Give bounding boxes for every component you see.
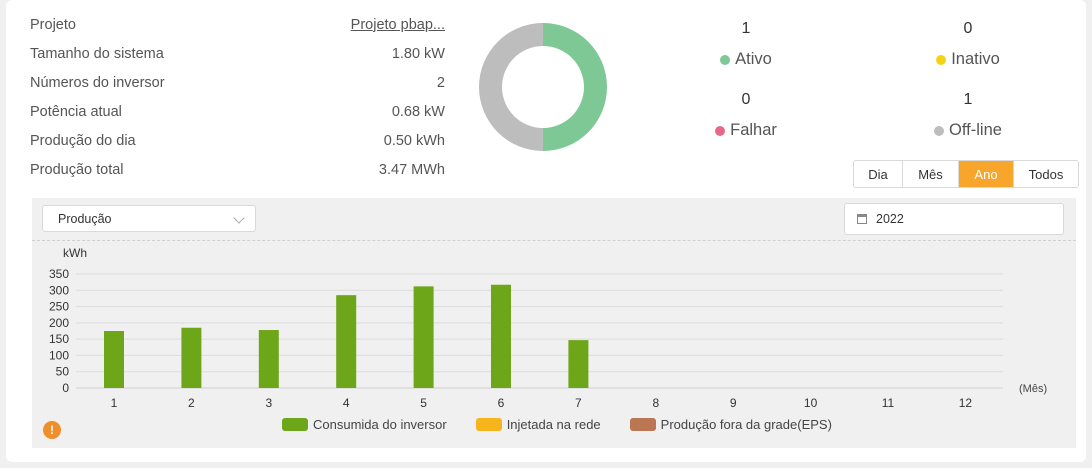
legend-item[interactable]: Injetada na rede: [475, 417, 601, 432]
bar-month-3[interactable]: [258, 330, 279, 388]
legend-label: Produção fora da grade(EPS): [660, 417, 832, 432]
stat-label: Ativo: [735, 50, 772, 68]
bar-month-5[interactable]: [413, 286, 434, 388]
bar-month-7[interactable]: [568, 340, 589, 388]
info-row-system-size: Tamanho do sistema 1.80 kW: [30, 39, 445, 68]
stat-offline: 1 Off-line: [873, 91, 1063, 140]
bar-month-2[interactable]: [181, 327, 202, 388]
legend-swatch: [282, 418, 308, 431]
x-tick-label: 1: [111, 396, 118, 410]
legend-item[interactable]: Consumida do inversor: [282, 417, 447, 432]
legend-swatch: [475, 418, 502, 431]
x-tick-label: 4: [343, 396, 350, 410]
inverter-status-donut: [478, 23, 607, 151]
stat-label-wrap: Falhar: [651, 121, 841, 140]
stat-label-wrap: Ativo: [651, 50, 841, 69]
period-selector: Dia Mês Ano Todos: [853, 160, 1079, 188]
stat-label-wrap: Off-line: [873, 121, 1063, 140]
legend-label: Injetada na rede: [506, 417, 601, 432]
x-tick-label: 8: [652, 396, 659, 410]
legend-swatch: [629, 418, 656, 431]
chart-panel: Produção 2022 kWh (Mês) 0 50 100 150 200 250 3…: [32, 198, 1076, 448]
tab-year[interactable]: Ano: [959, 161, 1014, 187]
info-value: 2: [436, 74, 445, 91]
info-row-daily-production: Produção do dia 0.50 kWh: [30, 126, 445, 155]
divider: [32, 240, 1076, 241]
y-tick-label: 350: [49, 267, 69, 281]
calendar-icon: [857, 214, 867, 224]
chart-legend: Consumida do inversor Injetada na rede P…: [282, 417, 861, 432]
y-axis-label: kWh: [63, 246, 87, 260]
y-tick-label: 200: [49, 316, 69, 330]
tab-month[interactable]: Mês: [903, 161, 959, 187]
info-value: 3.47 MWh: [378, 161, 445, 178]
stat-fault: 0 Falhar: [651, 91, 841, 140]
legend-item[interactable]: Produção fora da grade(EPS): [629, 417, 832, 432]
stat-label: Falhar: [730, 121, 777, 139]
stat-count: 0: [963, 20, 973, 37]
x-tick-label: 9: [730, 396, 737, 410]
stat-count: 1: [963, 91, 973, 108]
x-tick-label: 10: [804, 396, 818, 410]
info-label: Projeto: [30, 16, 76, 33]
status-dot: [936, 54, 947, 65]
x-tick-label: 11: [882, 396, 895, 410]
y-tick-label: 150: [49, 332, 69, 346]
stat-label-wrap: Inativo: [873, 50, 1063, 69]
info-label: Produção total: [30, 161, 124, 178]
plant-info: Projeto Projeto pbap... Tamanho do siste…: [30, 10, 445, 184]
info-label: Potência atual: [30, 103, 122, 120]
x-tick-label: 2: [188, 396, 195, 410]
tab-all[interactable]: Todos: [1014, 161, 1078, 187]
x-tick-label: 12: [959, 396, 973, 410]
stat-label: Inativo: [951, 50, 1000, 68]
metric-dropdown[interactable]: Produção: [42, 205, 256, 232]
info-row-project: Projeto Projeto pbap...: [30, 10, 445, 39]
info-row-inverter-count: Números do inversor 2: [30, 68, 445, 97]
donut-segment-offline: [478, 23, 543, 151]
info-row-current-power: Potência atual 0.68 kW: [30, 97, 445, 126]
y-tick-label: 250: [49, 300, 69, 314]
info-value: 1.80 kW: [391, 45, 445, 62]
x-tick-label: 6: [498, 396, 505, 410]
info-value: 0.50 kWh: [383, 132, 445, 149]
x-tick-label: 5: [420, 396, 427, 410]
bar-month-1[interactable]: [104, 331, 124, 388]
info-label: Tamanho do sistema: [30, 45, 164, 62]
legend-label: Consumida do inversor: [313, 417, 447, 432]
status-dot: [934, 125, 945, 136]
metric-dropdown-value: Produção: [58, 211, 112, 226]
stat-inactive: 0 Inativo: [873, 20, 1063, 69]
y-tick-label: 100: [49, 348, 69, 362]
stat-count: 1: [741, 20, 751, 37]
info-row-total-production: Produção total 3.47 MWh: [30, 155, 445, 184]
bar-month-4[interactable]: [336, 295, 357, 388]
x-axis-unit: (Mês): [1019, 383, 1047, 395]
y-tick-label: 0: [62, 381, 69, 395]
donut-segment-active: [543, 23, 607, 151]
year-picker-value: 2022: [876, 212, 904, 226]
project-link[interactable]: Projeto pbap...: [350, 16, 445, 33]
stat-label: Off-line: [949, 121, 1002, 139]
year-picker[interactable]: 2022: [844, 203, 1064, 235]
x-tick-label: 3: [265, 396, 272, 410]
bar-month-6[interactable]: [491, 284, 511, 388]
info-label: Produção do dia: [30, 132, 136, 149]
status-dot: [720, 54, 731, 65]
stat-count: 0: [741, 91, 751, 108]
y-tick-label: 300: [49, 283, 69, 297]
y-tick-label: 50: [56, 365, 70, 379]
warning-icon[interactable]: !: [43, 421, 61, 439]
tab-day[interactable]: Dia: [854, 161, 903, 187]
status-dot: [715, 125, 726, 136]
plant-overview-card: Projeto Projeto pbap... Tamanho do siste…: [6, 0, 1086, 462]
stat-active: 1 Ativo: [651, 20, 841, 69]
info-label: Números do inversor: [30, 74, 165, 91]
info-value: 0.68 kW: [391, 103, 445, 120]
x-tick-label: 7: [575, 396, 582, 410]
